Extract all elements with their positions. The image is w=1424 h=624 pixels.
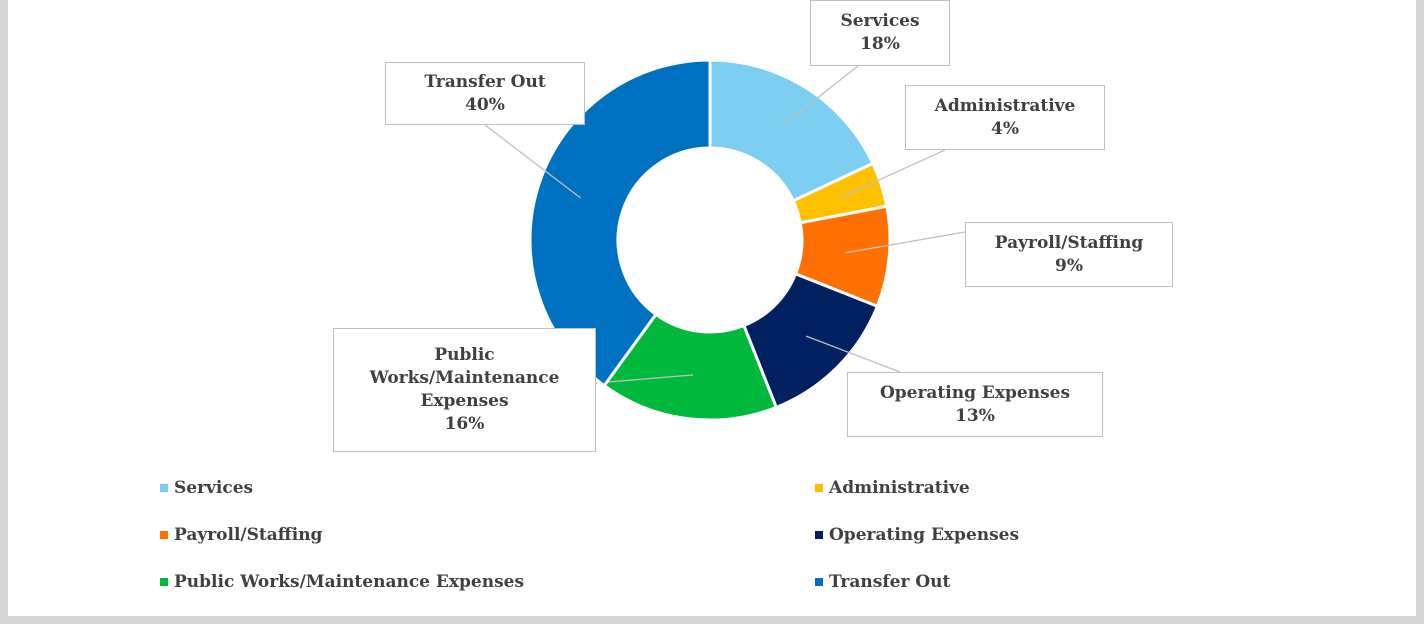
donut-slice <box>602 312 779 422</box>
callout-category: Transfer Out <box>424 71 546 92</box>
legend-swatch <box>160 484 168 492</box>
legend-item: Services <box>160 478 253 498</box>
data-callout: Transfer Out 40% <box>385 62 585 125</box>
leader-line <box>595 374 694 384</box>
legend-item: Public Works/Maintenance Expenses <box>160 572 524 592</box>
legend-item: Payroll/Staffing <box>160 525 322 545</box>
callout-value: 16% <box>444 414 485 434</box>
leader-line <box>805 335 901 373</box>
legend-item: Transfer Out <box>815 572 950 592</box>
data-callout: Services 18% <box>810 0 950 66</box>
chart <box>484 58 966 422</box>
legend-label: Operating Expenses <box>829 525 1020 545</box>
callout-category: Payroll/Staffing <box>994 232 1144 253</box>
data-callout: Administrative 4% <box>905 85 1105 150</box>
legend-label: Administrative <box>829 478 970 498</box>
leader-line <box>839 149 946 199</box>
leader-line <box>484 124 582 199</box>
callout-value: 18% <box>860 34 900 54</box>
legend-swatch <box>160 531 168 539</box>
legend-swatch <box>160 578 168 586</box>
callout-value: 9% <box>1055 255 1083 276</box>
legend-swatch <box>815 531 823 539</box>
callout-category: Services <box>840 11 920 31</box>
leader-line <box>845 231 966 254</box>
callout-category: Operating Expenses <box>879 382 1071 403</box>
callout-category: Administrative <box>934 95 1076 116</box>
data-callout: Payroll/Staffing 9% <box>965 222 1173 287</box>
legend-label: Services <box>174 478 254 498</box>
leader-line <box>782 65 859 126</box>
legend-label: Payroll/Staffing <box>174 525 323 545</box>
chart-area: Services 18% Administrative 4% Payroll/Staff… <box>8 0 1416 616</box>
callout-value: 13% <box>955 405 995 426</box>
data-callout: Public Works/Maintenance Expenses 16% <box>333 328 596 452</box>
legend-item: Operating Expenses <box>815 525 1019 545</box>
data-callout: Operating Expenses 13% <box>847 372 1103 437</box>
legend-item: Administrative <box>815 478 970 498</box>
callout-category: Public Works/Maintenance Expenses <box>369 345 560 411</box>
legend-swatch <box>815 578 823 586</box>
legend-swatch <box>815 484 823 492</box>
donut-slice <box>528 58 712 388</box>
legend-label: Public Works/Maintenance Expenses <box>174 572 525 592</box>
donut-slice <box>708 58 875 203</box>
legend-label: Transfer Out <box>829 572 951 592</box>
callout-value: 4% <box>991 118 1019 139</box>
callout-value: 40% <box>465 94 505 115</box>
